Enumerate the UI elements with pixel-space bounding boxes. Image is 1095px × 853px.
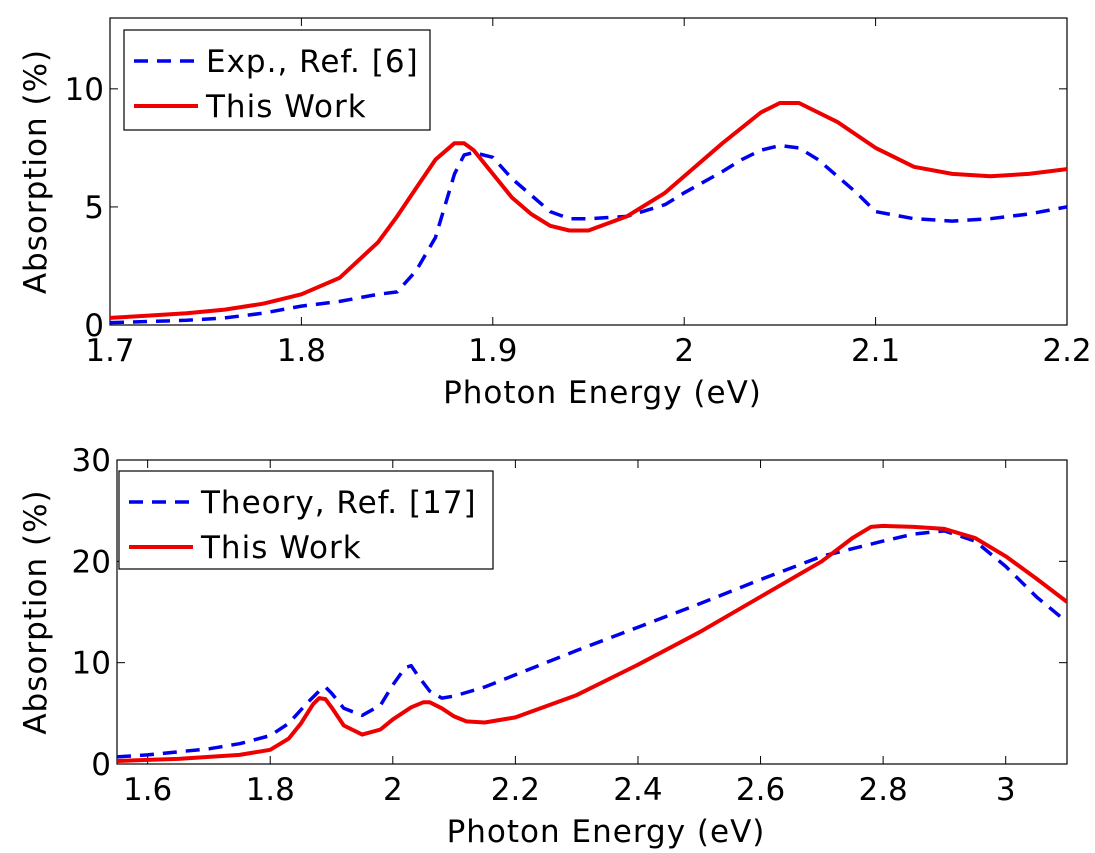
series-line-reference bbox=[117, 529, 1067, 759]
y-tick-label: 20 bbox=[72, 544, 111, 580]
series-line-this-work bbox=[110, 101, 1067, 320]
x-tick-label: 2.4 bbox=[613, 772, 662, 808]
legend-box bbox=[123, 29, 431, 131]
x-tick-label: 2 bbox=[674, 333, 694, 369]
y-tick-label: 0 bbox=[91, 747, 111, 783]
y-axis-label: Absorption (%) bbox=[18, 49, 54, 294]
x-tick-label: 2.1 bbox=[851, 333, 900, 369]
x-tick-label: 2.2 bbox=[1042, 333, 1091, 369]
y-tick-label: 10 bbox=[72, 646, 111, 682]
x-tick-label: 1.7 bbox=[85, 333, 134, 369]
x-tick-label: 2.2 bbox=[491, 772, 540, 808]
x-tick-label: 1.6 bbox=[123, 772, 172, 808]
y-tick-label: 10 bbox=[65, 72, 104, 108]
legend-label: This Work bbox=[205, 89, 367, 125]
legend-box bbox=[118, 470, 494, 570]
x-tick-label: 2.8 bbox=[858, 772, 907, 808]
x-axis-label: Photon Energy (eV) bbox=[443, 375, 762, 411]
y-tick-label: 30 bbox=[72, 443, 111, 479]
legend-label: Exp., Ref. [6] bbox=[206, 44, 419, 80]
series-line-this-work bbox=[117, 523, 1067, 763]
y-tick-label: 0 bbox=[84, 308, 104, 344]
x-tick-label: 1.8 bbox=[246, 772, 295, 808]
x-tick-label: 2.6 bbox=[736, 772, 785, 808]
y-axis-label: Absorption (%) bbox=[18, 489, 54, 734]
legend-label: This Work bbox=[200, 530, 362, 566]
x-tick-label: 2 bbox=[383, 772, 403, 808]
series-line-reference bbox=[110, 143, 1067, 325]
x-tick-label: 1.9 bbox=[468, 333, 517, 369]
top-chart: 1.7 1.8 1.9 2 2.1 2.2 0 5 10 Photon Energy (eV) Ab… bbox=[18, 17, 1092, 411]
x-tick-label: 1.8 bbox=[277, 333, 326, 369]
legend-label: Theory, Ref. [17] bbox=[200, 485, 477, 521]
y-tick-label: 5 bbox=[84, 190, 104, 226]
x-axis-label: Photon Energy (eV) bbox=[447, 814, 766, 850]
x-tick-label: 3 bbox=[996, 772, 1016, 808]
